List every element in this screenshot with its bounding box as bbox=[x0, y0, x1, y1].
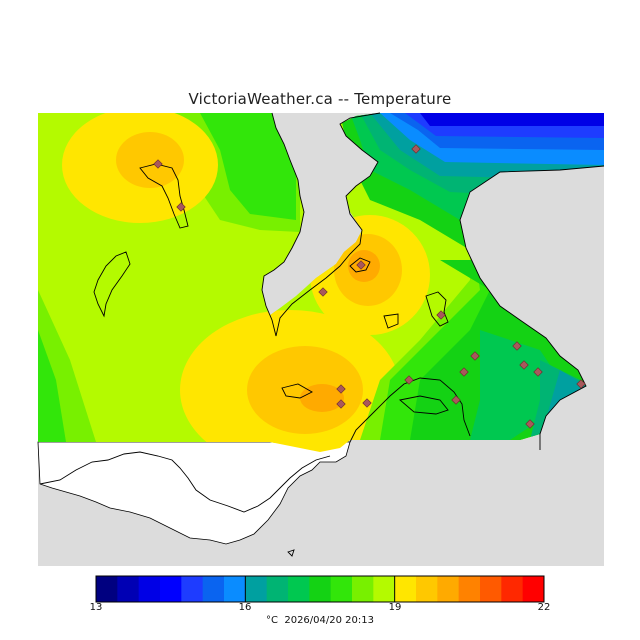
station-marker bbox=[404, 375, 414, 385]
station-marker bbox=[411, 144, 421, 154]
white-landmass bbox=[37, 441, 351, 545]
station-marker bbox=[470, 351, 480, 361]
legend-cell bbox=[373, 576, 396, 602]
station-marker bbox=[153, 159, 163, 169]
legend-cell bbox=[458, 576, 481, 602]
legend-cell bbox=[160, 576, 182, 602]
station-marker bbox=[356, 260, 366, 270]
legend-cell bbox=[138, 576, 161, 602]
station-marker bbox=[576, 379, 586, 389]
legend-timestamp: 2026/04/20 20:13 bbox=[284, 615, 374, 626]
legend-cell bbox=[352, 576, 374, 602]
legend-tick-19: 19 bbox=[388, 602, 402, 613]
station-marker bbox=[176, 202, 186, 212]
legend-cell bbox=[309, 576, 332, 602]
legend-cell bbox=[501, 576, 524, 602]
station-marker bbox=[519, 360, 529, 370]
station-marker bbox=[362, 398, 372, 408]
legend-caption: °C 2026/04/20 20:13 bbox=[0, 615, 640, 626]
legend-unit: °C bbox=[266, 615, 278, 626]
legend-cell bbox=[330, 576, 353, 602]
station-marker bbox=[512, 341, 522, 351]
legend-cell bbox=[480, 576, 502, 602]
legend-cell bbox=[117, 576, 140, 602]
legend-cell bbox=[202, 576, 225, 602]
legend-tick-16: 16 bbox=[238, 602, 252, 613]
legend-cell bbox=[266, 576, 289, 602]
legend-tick-22: 22 bbox=[537, 602, 551, 613]
station-markers bbox=[153, 144, 586, 429]
legend-border bbox=[95, 575, 545, 603]
station-marker bbox=[459, 367, 469, 377]
legend-cell bbox=[245, 576, 268, 602]
station-marker bbox=[336, 399, 346, 409]
legend-colorbar bbox=[95, 576, 545, 602]
legend-cell bbox=[416, 576, 438, 602]
legend-tick-13: 13 bbox=[89, 602, 103, 613]
legend-cell bbox=[96, 576, 118, 602]
legend-cell bbox=[224, 576, 246, 602]
legend-cell bbox=[288, 576, 310, 602]
coastlines bbox=[39, 112, 605, 557]
legend-cell bbox=[437, 576, 460, 602]
legend-cell bbox=[181, 576, 204, 602]
station-marker bbox=[451, 395, 461, 405]
station-marker bbox=[533, 367, 543, 377]
station-marker bbox=[336, 384, 346, 394]
legend-cell bbox=[522, 576, 545, 602]
station-marker bbox=[318, 287, 328, 297]
legend-cell bbox=[394, 576, 417, 602]
station-marker bbox=[436, 310, 446, 320]
station-marker bbox=[525, 419, 535, 429]
map-title: VictoriaWeather.ca -- Temperature bbox=[188, 90, 452, 108]
